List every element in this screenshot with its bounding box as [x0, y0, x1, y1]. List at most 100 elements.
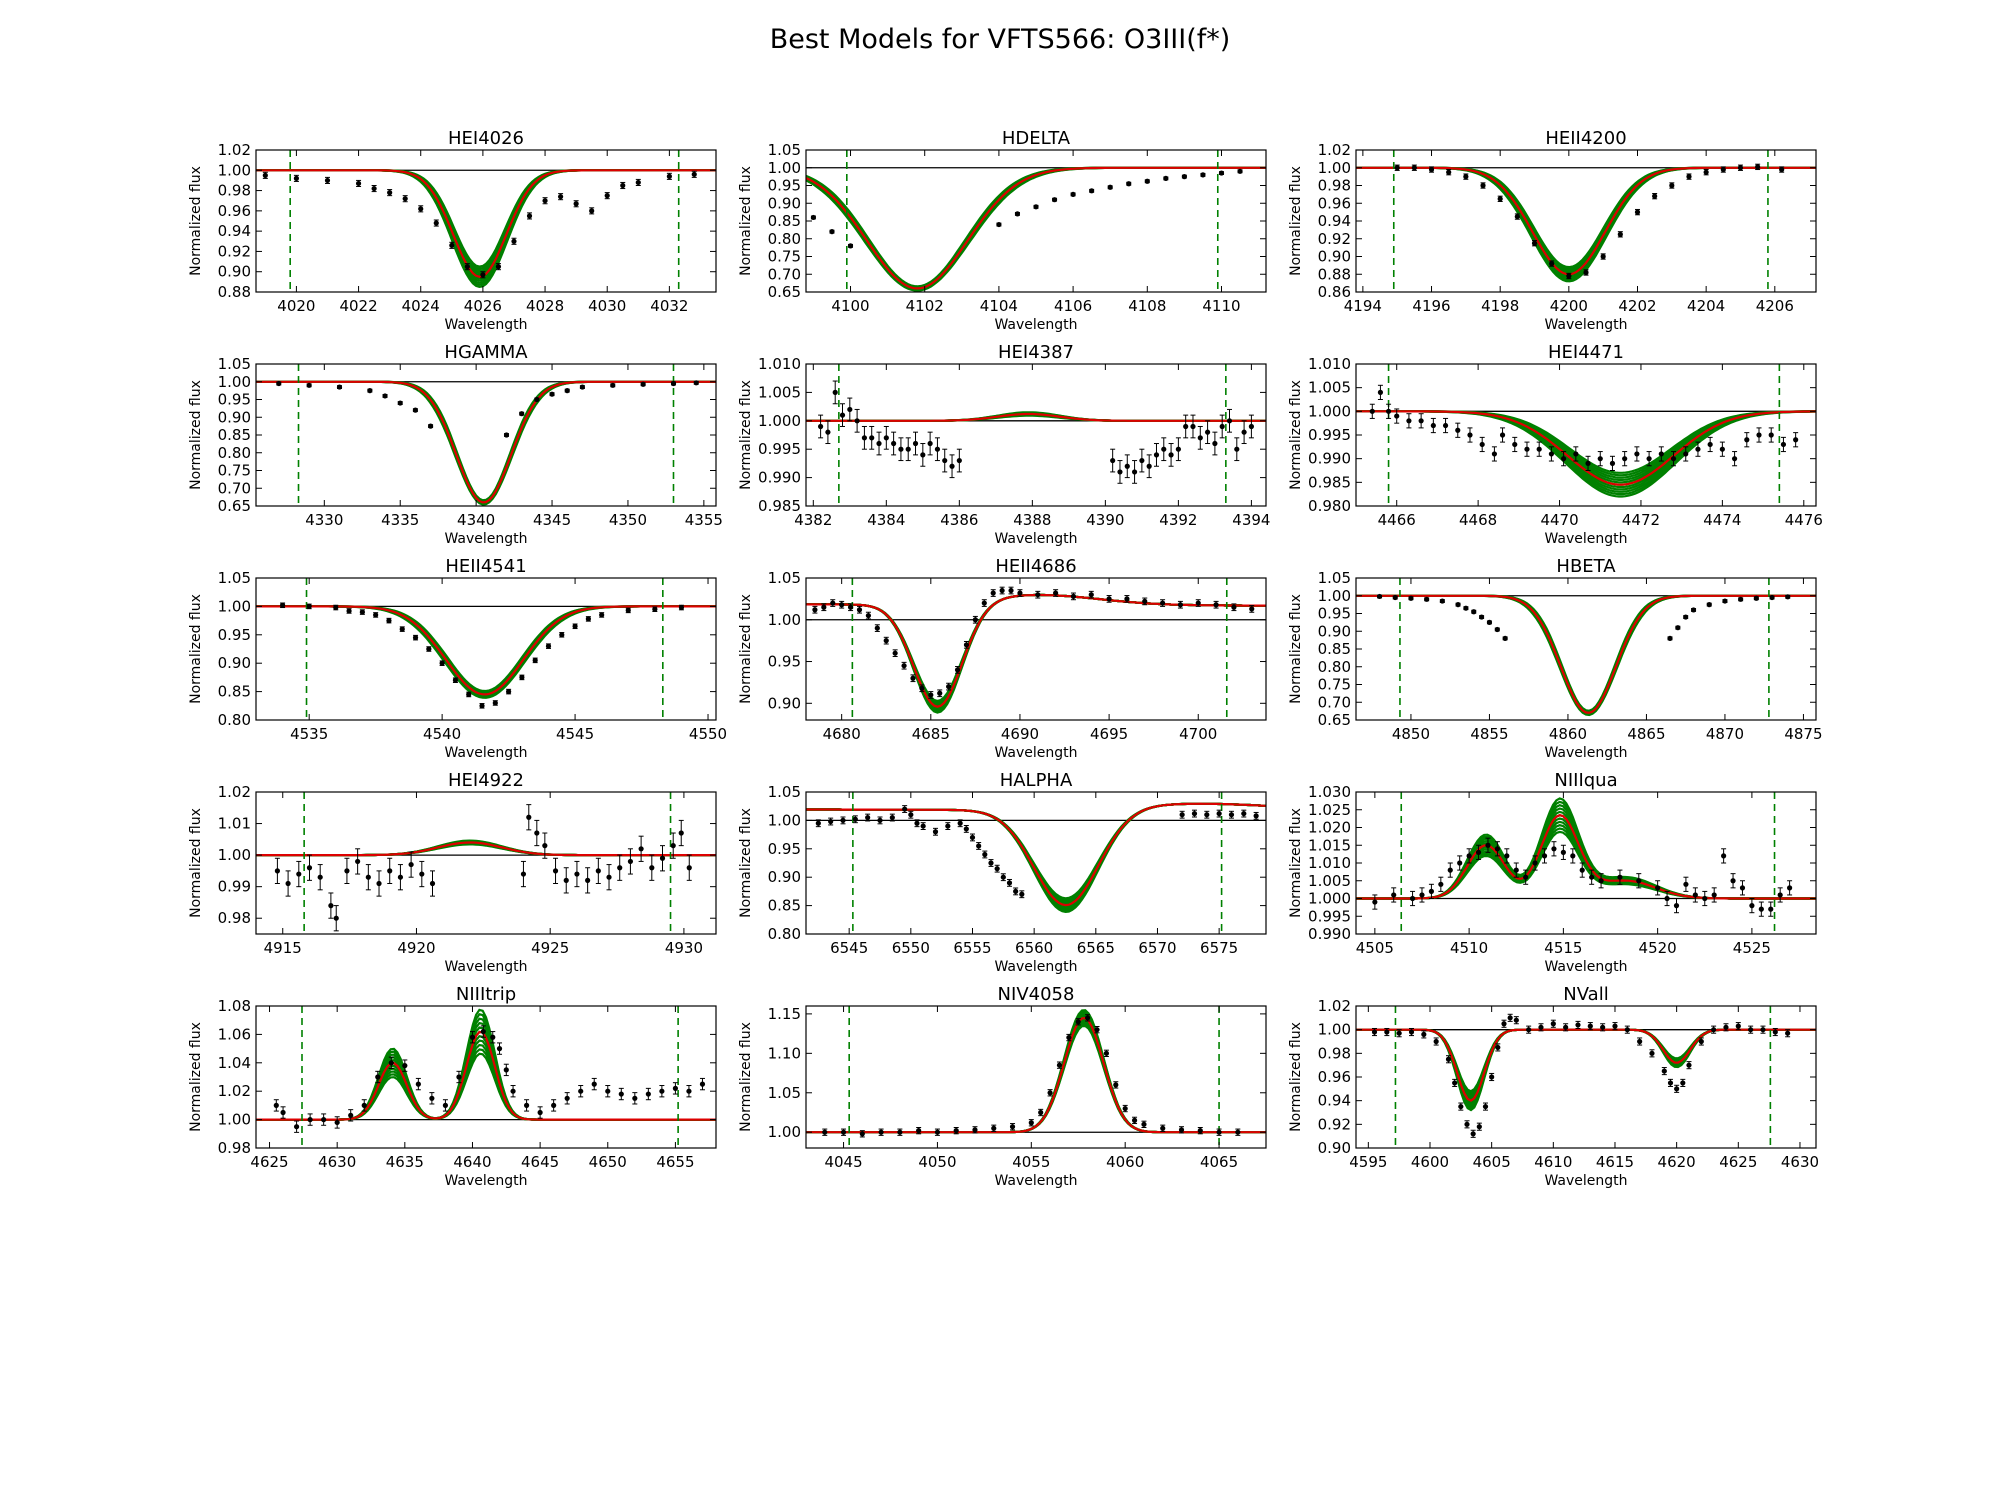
data-point: [1478, 614, 1485, 620]
data-marker: [1504, 853, 1510, 859]
y-tick-label: 0.90: [218, 654, 251, 672]
data-marker: [367, 388, 373, 394]
data-point: [1598, 873, 1604, 889]
data-point: [1609, 455, 1616, 471]
data-marker: [1497, 196, 1503, 202]
data-marker: [503, 432, 510, 438]
data-point: [956, 448, 962, 473]
data-marker: [1748, 1027, 1754, 1033]
data-marker: [1467, 432, 1473, 438]
axes-frame: [255, 577, 717, 721]
data-marker: [552, 868, 559, 874]
x-axis-label: Wavelength: [444, 959, 527, 975]
model-curve: [256, 169, 716, 276]
plot-area: [1356, 1006, 1816, 1148]
y-axis-label: Normalized flux: [1288, 808, 1304, 918]
data-point: [439, 660, 445, 666]
data-marker: [1523, 874, 1529, 880]
data-point: [901, 661, 907, 670]
plot-area: [806, 364, 1266, 506]
y-axis-label: Normalized flux: [1288, 1022, 1304, 1132]
data-point: [1372, 894, 1378, 910]
data-point: [415, 1077, 421, 1091]
data-marker: [1177, 602, 1184, 608]
data-marker: [1038, 1109, 1044, 1116]
data-marker: [375, 1074, 381, 1080]
data-marker: [296, 871, 302, 877]
data-point: [1235, 1128, 1241, 1136]
data-point: [1748, 1025, 1754, 1034]
data-marker: [883, 638, 889, 644]
model-curve: [256, 380, 716, 502]
data-point: [1181, 174, 1187, 180]
data-point: [949, 454, 955, 479]
data-marker: [1053, 590, 1059, 596]
data-point: [1622, 451, 1628, 467]
x-tick-label: 4206: [1756, 297, 1794, 315]
data-marker: [945, 823, 951, 829]
model-curve: [806, 1021, 1266, 1134]
x-tick-label: 4930: [665, 939, 703, 957]
data-point: [1204, 420, 1211, 445]
best-model-curve: [806, 1016, 1266, 1134]
data-marker: [273, 1102, 279, 1108]
data-point: [1455, 602, 1461, 608]
data-point: [388, 1056, 394, 1069]
data-marker: [480, 1028, 486, 1035]
model-curve: [1356, 594, 1816, 714]
data-marker: [1769, 594, 1775, 601]
y-tick-label: 0.85: [218, 683, 251, 701]
data-marker: [1600, 1024, 1606, 1030]
data-point: [963, 640, 970, 649]
model-curve: [1356, 594, 1816, 716]
data-point: [1703, 169, 1709, 176]
data-marker: [1430, 422, 1436, 429]
data-point: [972, 1126, 978, 1134]
data-point: [1549, 260, 1555, 267]
data-point: [1126, 181, 1132, 187]
data-point: [469, 1031, 476, 1044]
x-tick-label: 4920: [397, 939, 435, 957]
data-point: [1141, 1120, 1147, 1128]
data-marker: [397, 400, 403, 406]
data-point: [1683, 876, 1689, 892]
data-point: [659, 845, 666, 872]
data-point: [1711, 1025, 1717, 1034]
data-point: [572, 623, 578, 630]
data-marker: [1755, 164, 1761, 170]
data-point: [306, 382, 312, 388]
data-point: [346, 608, 352, 614]
data-point: [1160, 1124, 1166, 1132]
x-tick-label: 4466: [1378, 511, 1416, 529]
data-point: [408, 851, 414, 878]
x-tick-label: 4345: [533, 511, 571, 529]
data-marker: [1482, 1103, 1489, 1110]
y-axis-label: Normalized flux: [738, 1022, 754, 1132]
data-marker: [578, 1088, 584, 1094]
data-point: [573, 200, 579, 208]
x-tick-label: 4680: [823, 725, 861, 743]
panel-heii4541: 4535 4540 4545 4550 0.80 0.85 0.90 0.95 1.00 1.05…: [188, 556, 727, 761]
data-point: [1249, 605, 1255, 613]
x-tick-label: 4198: [1481, 297, 1519, 315]
data-point: [1131, 460, 1138, 484]
data-marker: [1524, 446, 1530, 452]
data-point: [1094, 1026, 1100, 1034]
data-point: [604, 192, 610, 200]
y-tick-label: 0.80: [768, 230, 801, 248]
data-point: [574, 860, 580, 888]
model-curve: [806, 1020, 1266, 1134]
data-point: [1755, 163, 1761, 171]
data-marker: [526, 213, 533, 219]
data-point: [883, 425, 889, 450]
data-marker: [1793, 437, 1799, 443]
data-marker: [1089, 188, 1095, 194]
data-marker: [1452, 1080, 1458, 1086]
data-point: [519, 411, 525, 417]
x-tick-label: 4394: [1232, 511, 1270, 529]
data-point: [618, 1087, 624, 1101]
data-marker: [1160, 1125, 1166, 1131]
data-marker: [1249, 606, 1255, 612]
data-marker: [891, 440, 897, 447]
data-point: [595, 857, 601, 885]
